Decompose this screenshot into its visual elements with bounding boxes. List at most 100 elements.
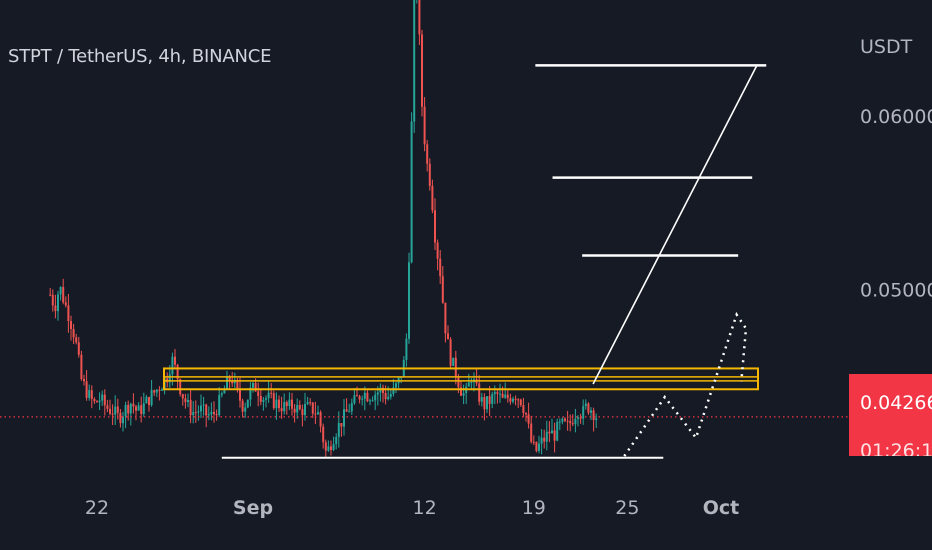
candle-body <box>382 387 384 393</box>
candle-body <box>337 423 340 438</box>
candle-body <box>345 409 348 412</box>
candle-body <box>356 395 358 397</box>
candle-body <box>499 393 501 395</box>
last-price-tag: 0.04266 01:26:10 <box>849 374 932 456</box>
candle-body <box>340 423 343 427</box>
candle-body <box>296 404 299 413</box>
candle-body <box>413 0 416 122</box>
price-tick-label: 0.05000 <box>860 280 932 302</box>
time-tick-label: Sep <box>233 497 273 519</box>
candle-body <box>584 403 587 407</box>
candle-body <box>200 405 202 412</box>
candle-body <box>311 402 314 414</box>
candle-body <box>179 379 182 395</box>
resistance-zone[interactable] <box>163 367 759 391</box>
candle-body <box>285 402 288 407</box>
candle-body <box>103 394 106 406</box>
candle-body <box>187 399 189 403</box>
candle-body <box>270 392 273 394</box>
candle-body <box>233 380 236 384</box>
candle-body <box>527 414 530 424</box>
candle-body <box>272 393 275 409</box>
candle-body <box>561 418 564 422</box>
candle-body <box>72 328 75 338</box>
candle-body <box>514 398 517 400</box>
candle-body <box>587 403 590 413</box>
candle-body <box>366 392 369 402</box>
candle-body <box>421 34 423 107</box>
candle-body <box>319 412 322 427</box>
candle-body <box>353 395 356 404</box>
candle-body <box>213 411 215 414</box>
candle-body <box>88 390 91 398</box>
price-tick-label: 0.06000 <box>860 106 932 128</box>
candle-body <box>62 287 65 303</box>
candle-body <box>452 357 455 366</box>
candle-body <box>158 389 161 391</box>
candle-body <box>301 409 304 416</box>
candle-body <box>226 377 228 390</box>
candle-body <box>361 398 364 400</box>
candle-body <box>283 402 286 412</box>
candle-body <box>530 423 533 442</box>
candle-body <box>532 441 535 443</box>
candle-body <box>249 387 252 400</box>
candle-body <box>317 412 319 415</box>
trend-line[interactable] <box>592 64 758 385</box>
candle-body <box>241 400 244 412</box>
candle-body <box>257 391 260 396</box>
candle-body <box>262 399 265 402</box>
candle-body <box>148 396 150 406</box>
candle-body <box>517 399 520 401</box>
candle-body <box>525 413 527 415</box>
time-tick-label: 22 <box>85 497 109 519</box>
drawings-layer[interactable] <box>0 64 849 459</box>
candle-body <box>519 399 522 406</box>
candle-body <box>278 399 280 409</box>
candle-body <box>522 405 525 414</box>
currency-label: USDT <box>860 36 913 58</box>
candle-body <box>236 380 239 389</box>
candle-body <box>582 406 585 419</box>
candle-body <box>129 403 132 414</box>
candle-body <box>90 390 93 399</box>
candle-body <box>54 305 57 312</box>
candle-body <box>80 354 83 379</box>
candle-body <box>460 387 462 396</box>
candle-body <box>314 413 317 415</box>
candle-body <box>252 383 254 388</box>
candle-body <box>540 437 543 444</box>
candle-body <box>330 446 332 450</box>
candle-body <box>545 431 548 442</box>
candle-body <box>564 418 566 421</box>
candle-body <box>202 404 205 406</box>
candle-body <box>428 163 431 186</box>
candle-body <box>161 389 163 391</box>
candle-body <box>501 393 504 398</box>
candle-body <box>98 400 101 403</box>
time-tick-label: Oct <box>703 497 740 519</box>
candle-body <box>77 342 80 355</box>
candle-body <box>574 418 577 425</box>
symbol-title[interactable]: STPT / TetherUS, 4h, BINANCE <box>8 46 272 67</box>
candle-body <box>174 356 176 365</box>
candle-body <box>491 394 494 404</box>
candle-body <box>181 394 184 399</box>
candle-body <box>408 262 410 339</box>
candle-body <box>239 388 241 401</box>
candle-body <box>322 426 325 443</box>
candle-body <box>343 409 345 427</box>
candle-body <box>376 392 379 395</box>
candle-body <box>49 294 52 296</box>
candle-body <box>218 395 221 416</box>
bar-countdown: 01:26:10 <box>860 440 932 456</box>
candle-body <box>480 397 483 402</box>
candle-body <box>512 398 514 402</box>
candle-body <box>488 396 491 404</box>
candle-body <box>595 418 598 421</box>
candle-body <box>441 276 444 303</box>
candle-body <box>335 437 338 445</box>
candle-body <box>109 408 111 414</box>
